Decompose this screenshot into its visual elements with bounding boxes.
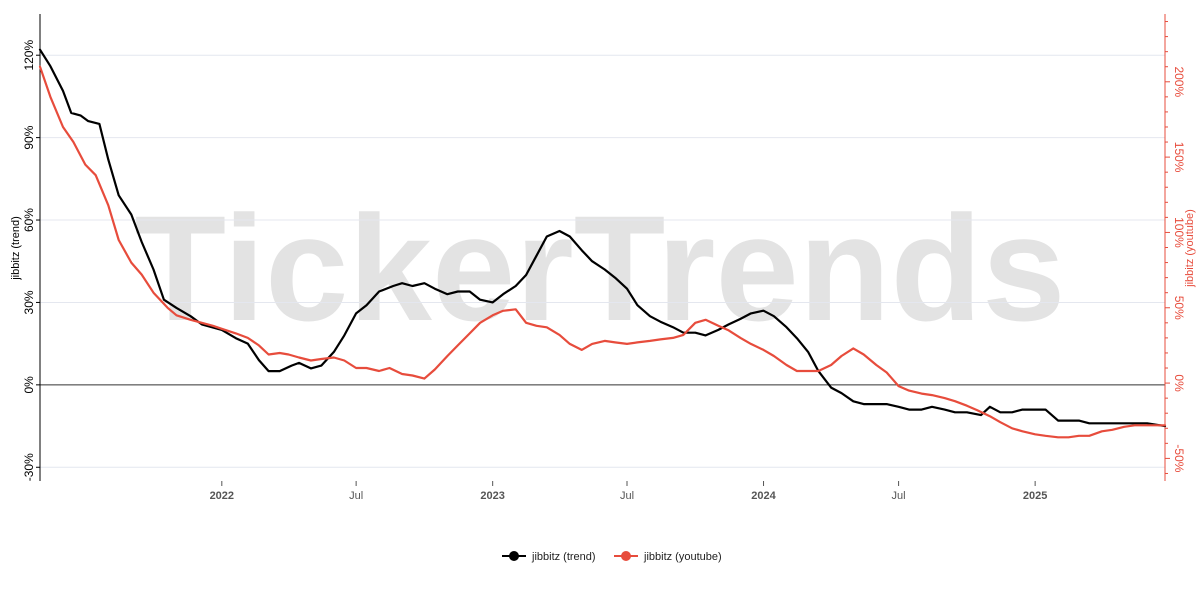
- right-tick-label: 50%: [1172, 296, 1186, 320]
- grid-lines: [40, 54, 1165, 468]
- left-tick-label: 60%: [22, 208, 36, 232]
- left-tick-label: 90%: [22, 125, 36, 149]
- legend-label-youtube: jibbitz (youtube): [643, 551, 722, 563]
- x-tick-label: Jul: [892, 490, 906, 502]
- right-tick-label: 100%: [1172, 217, 1186, 248]
- legend-swatch-dot: [621, 551, 631, 561]
- series-layer: [38, 48, 1167, 439]
- left-axis: -30% 0% 30% 60% 90% 120%: [22, 14, 41, 481]
- x-tick-label: 2024: [751, 490, 776, 502]
- x-tick-label: 2023: [480, 490, 504, 502]
- legend-item-youtube[interactable]: jibbitz (youtube): [614, 551, 722, 563]
- left-tick-label: 120%: [22, 40, 36, 71]
- legend-label-trend: jibbitz (trend): [531, 551, 596, 563]
- x-tick-label: 2022: [210, 490, 234, 502]
- legend-item-trend[interactable]: jibbitz (trend): [502, 551, 596, 563]
- x-tick-label: Jul: [349, 490, 363, 502]
- legend-swatch-dot: [509, 551, 519, 561]
- right-tick-label: 200%: [1172, 66, 1186, 97]
- left-axis-title: jibbitz (trend): [10, 216, 22, 281]
- youtube-series-line: [38, 65, 1167, 439]
- right-axis: -50% 0% 50% 100% 150% 200%: [1164, 14, 1186, 481]
- x-tick-label: 2025: [1023, 490, 1047, 502]
- left-tick-label: 30%: [22, 290, 36, 314]
- left-tick-label: 0%: [22, 376, 36, 394]
- watermark: TickerTrends: [134, 184, 1065, 352]
- right-tick-label: -50%: [1172, 444, 1186, 472]
- right-tick-label: 150%: [1172, 142, 1186, 173]
- right-tick-label: 0%: [1172, 374, 1186, 392]
- x-axis: 2022 Jul 2023 Jul 2024 Jul 2025: [210, 481, 1047, 502]
- x-tick-label: Jul: [620, 490, 634, 502]
- legend: jibbitz (trend) jibbitz (youtube): [502, 551, 722, 563]
- left-tick-label: -30%: [22, 453, 36, 481]
- right-axis-title: jibbitz (youtube): [1184, 209, 1196, 288]
- trend-series-line: [38, 48, 1167, 428]
